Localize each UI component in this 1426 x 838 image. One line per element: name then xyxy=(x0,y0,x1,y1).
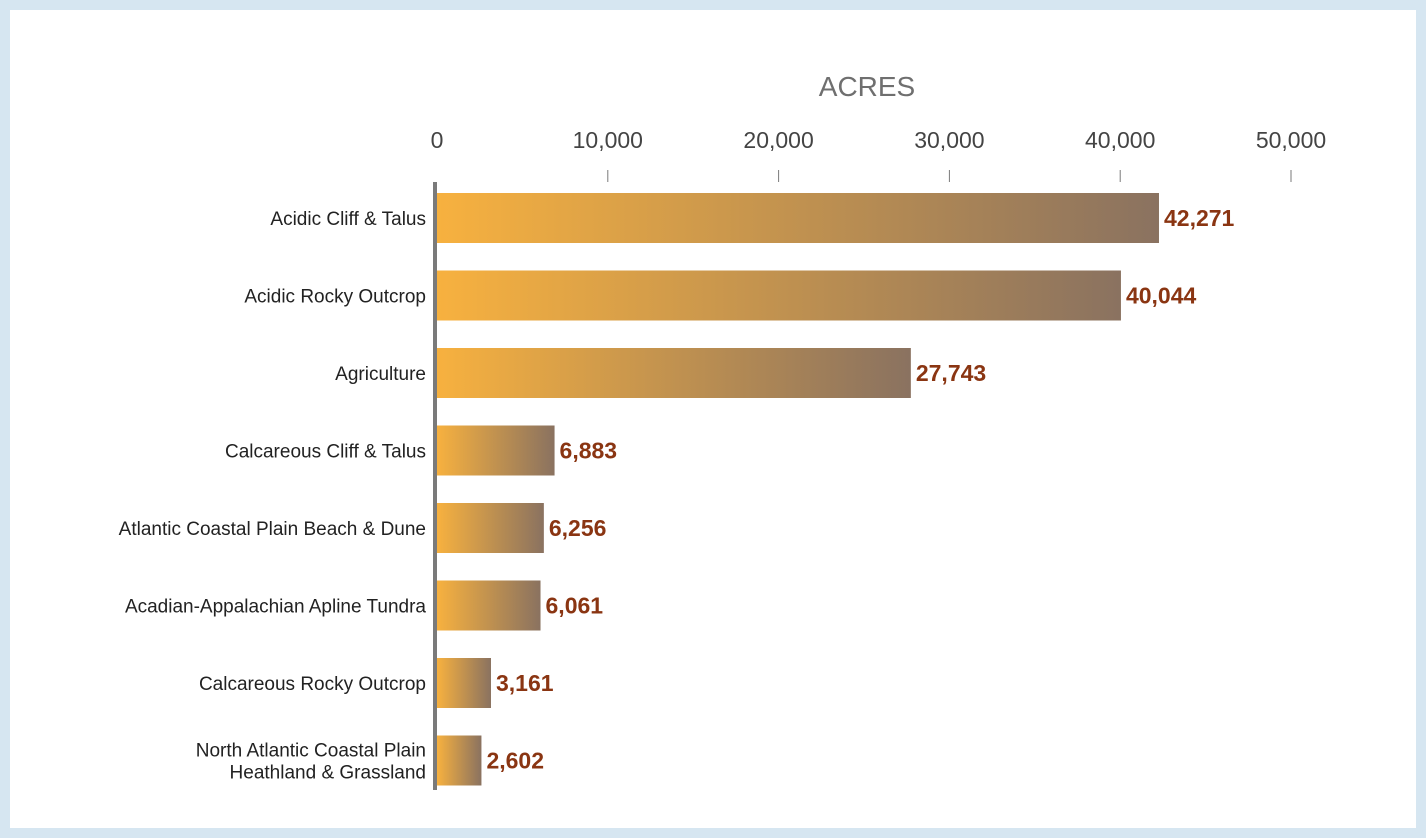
x-tick-label: 50,000 xyxy=(1256,127,1326,153)
category-label: Heathland & Grassland xyxy=(230,763,426,784)
bars xyxy=(437,193,1159,786)
bar xyxy=(437,580,541,631)
bar xyxy=(437,425,555,476)
category-label: North Atlantic Coastal Plain xyxy=(196,741,426,762)
category-label: Agriculture xyxy=(335,364,426,385)
bar-value-label: 6,883 xyxy=(560,438,618,464)
x-tick-label: 20,000 xyxy=(743,127,813,153)
bar-chart: ACRES 0 10,000 20,000 30,000 40,000 50,000 Ac… xyxy=(119,71,1326,790)
category-label: Acadian-Appalachian Apline Tundra xyxy=(125,597,426,618)
category-label: Acidic Rocky Outcrop xyxy=(244,287,426,308)
chart-panel: ACRES 0 10,000 20,000 30,000 40,000 50,000 Ac… xyxy=(10,10,1416,828)
value-labels: 42,271 40,044 27,743 6,883 6,256 6,061 3,161 2,… xyxy=(486,205,1234,774)
bar xyxy=(437,658,491,708)
x-tick-label: 10,000 xyxy=(573,127,643,153)
x-tick-label: 30,000 xyxy=(914,127,984,153)
x-tick-label: 0 xyxy=(431,127,444,153)
category-label: Acidic Cliff & Talus xyxy=(270,209,426,230)
bar-value-label: 40,044 xyxy=(1126,283,1197,309)
bar-value-label: 27,743 xyxy=(916,360,986,386)
category-label: Atlantic Coastal Plain Beach & Dune xyxy=(119,519,426,540)
bar xyxy=(437,270,1121,321)
bar-value-label: 3,161 xyxy=(496,670,554,696)
x-axis-ticks: 0 10,000 20,000 30,000 40,000 50,000 xyxy=(431,127,1326,182)
bar xyxy=(437,348,911,398)
x-tick-label: 40,000 xyxy=(1085,127,1155,153)
category-labels: Acidic Cliff & Talus Acidic Rocky Outcrop… xyxy=(119,209,427,784)
x-axis-title: ACRES xyxy=(819,71,915,102)
bar xyxy=(437,503,544,553)
bar-value-label: 6,061 xyxy=(546,593,604,619)
bar-value-label: 2,602 xyxy=(486,748,544,774)
category-label: Calcareous Rocky Outcrop xyxy=(199,674,426,695)
bar xyxy=(437,735,482,786)
bar-value-label: 6,256 xyxy=(549,515,607,541)
category-label: Calcareous Cliff & Talus xyxy=(225,442,426,463)
bar xyxy=(437,193,1159,243)
bar-value-label: 42,271 xyxy=(1164,205,1235,231)
